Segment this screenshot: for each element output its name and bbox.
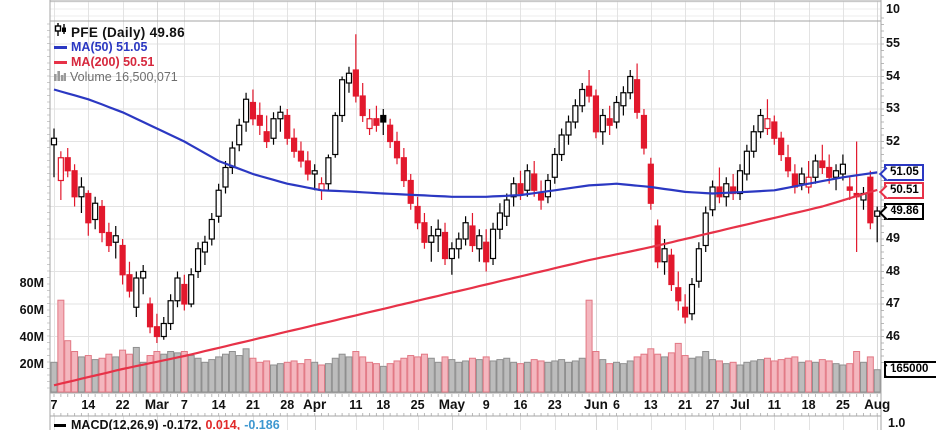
x-axis-label: 21 xyxy=(245,398,260,412)
volume-legend-label: Volume 16,500,071 xyxy=(70,70,178,84)
volume-bars-icon xyxy=(54,68,66,86)
last-volume-tag: 165000 xyxy=(884,361,936,378)
x-axis-label: 23 xyxy=(547,398,562,412)
x-axis-label: 21 xyxy=(678,398,693,412)
x-axis-label: Jun xyxy=(583,397,608,412)
chart-legend: PFE (Daily) 49.86 MA(50) 51.05 MA(200) 5… xyxy=(54,23,185,86)
x-axis-label: 25 xyxy=(835,398,850,412)
x-axis-label: 14 xyxy=(211,398,226,412)
price-axis-label: 55 xyxy=(886,36,900,50)
macd-label: MACD(12,26,9) xyxy=(71,418,159,430)
x-axis-label: 16 xyxy=(513,398,528,412)
symbol-title: PFE (Daily) 49.86 xyxy=(71,24,185,40)
price-axis-label: 52 xyxy=(886,133,900,148)
x-axis-label: 18 xyxy=(376,398,391,412)
x-axis-label: Jul xyxy=(730,397,750,412)
price-axis-label: 53 xyxy=(886,101,900,115)
macd-signal-value: 0.014, xyxy=(205,418,241,430)
volume-axis-label: 80M xyxy=(19,276,44,290)
macd-histogram-value: -0.186 xyxy=(244,418,280,430)
price-axis-label: 47 xyxy=(886,296,900,310)
x-axis-label: 9 xyxy=(482,398,490,412)
ma200-legend-label: MA(200) 50.51 xyxy=(71,55,155,69)
macd-legend: MACD(12,26,9) -0.172, 0.014, -0.186 xyxy=(54,418,280,430)
x-axis-label: Apr xyxy=(303,397,327,412)
x-axis-label: 11 xyxy=(767,398,781,412)
x-axis-label: 18 xyxy=(801,398,816,412)
volume-axis-label: 20M xyxy=(19,357,44,371)
x-axis-label: 25 xyxy=(410,398,425,412)
price-axis-label: 49 xyxy=(886,231,900,245)
volume-axis-label: 60M xyxy=(19,303,44,317)
price-axis-label: 46 xyxy=(886,328,900,343)
x-axis-label: 6 xyxy=(613,398,620,412)
x-axis-label: 11 xyxy=(349,398,363,412)
candlestick-chart-icon xyxy=(54,23,67,41)
last-price-tag: 49.86 xyxy=(878,203,924,220)
ma200-line-swatch xyxy=(54,60,67,64)
price-axis-label: 54 xyxy=(886,68,900,83)
macd-line-swatch xyxy=(54,423,66,427)
ma200-price-tag: 50.51 xyxy=(878,182,924,199)
x-axis-label: Aug xyxy=(864,397,891,412)
x-axis-label: 28 xyxy=(280,398,295,412)
x-axis-label: 7 xyxy=(180,398,188,412)
upper-pane-axis-label: 10 xyxy=(886,2,900,16)
x-axis-label: 7 xyxy=(50,398,58,412)
x-axis-label: 13 xyxy=(643,398,658,412)
volume-axis-label: 40M xyxy=(19,330,44,344)
x-axis-label: 22 xyxy=(115,398,130,412)
x-axis-label: May xyxy=(438,397,465,412)
macd-value: -0.172, xyxy=(162,418,202,430)
ma50-legend-label: MA(50) 51.05 xyxy=(71,40,148,54)
macd-pane-axis-label: 1.0 xyxy=(888,416,906,430)
x-axis-label: 27 xyxy=(705,398,720,412)
price-axis-label: 48 xyxy=(886,263,900,278)
ma50-price-tag: 51.05 xyxy=(878,164,924,181)
x-axis-label: Mar xyxy=(144,397,169,412)
ma50-line-swatch xyxy=(54,45,67,49)
x-axis-label: 14 xyxy=(81,398,96,412)
